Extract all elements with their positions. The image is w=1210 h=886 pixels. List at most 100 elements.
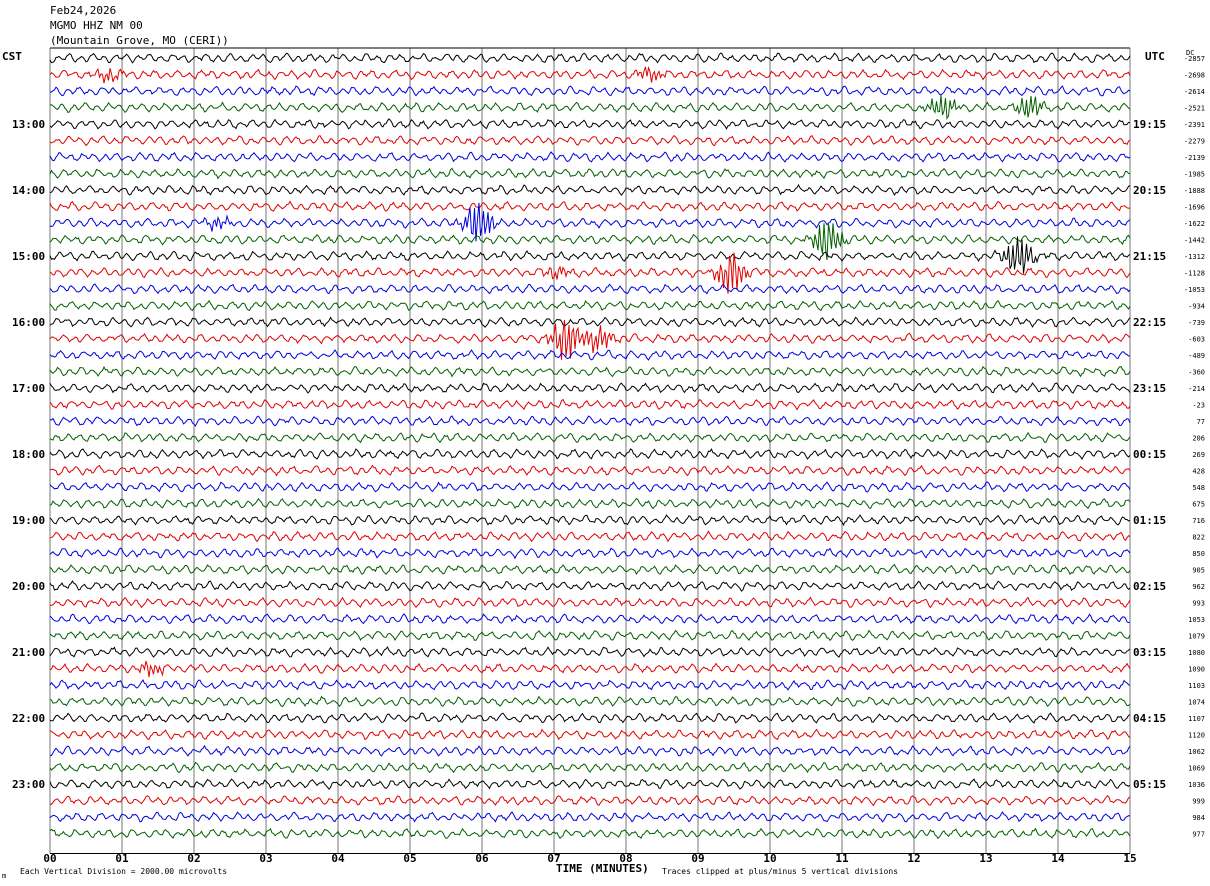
utc-hour-label: 19:15 [1133,118,1166,131]
utc-hour-label: 22:15 [1133,316,1166,329]
dc-column-header: DC [1186,49,1195,57]
dc-offset-label: 999 [1192,798,1205,806]
dc-offset-label: 1036 [1188,781,1205,789]
trace-31 [49,563,1131,576]
dc-offset-label: -2521 [1184,105,1205,113]
trace-47 [49,827,1131,840]
trace-30 [49,547,1131,560]
trace-2 [49,85,1131,97]
x-tick-label: 06 [475,852,489,865]
station-location: (Mountain Grove, MO (CERI)) [50,34,229,47]
trace-3 [49,95,1131,120]
trace-18 [49,349,1131,361]
dc-offset-label: -1696 [1184,204,1205,212]
dc-offset-label: 548 [1192,484,1205,492]
trace-13 [49,252,1131,294]
dc-offset-label: -1442 [1184,237,1205,245]
dc-offset-label: -603 [1188,336,1205,344]
dc-offset-label: -360 [1188,369,1205,377]
utc-hour-label: 20:15 [1133,184,1166,197]
x-tick-label: 05 [403,852,416,865]
dc-offset-label: 428 [1192,468,1205,476]
utc-hour-label: 01:15 [1133,514,1166,527]
dc-offset-label: 269 [1192,451,1205,459]
dc-offset-label: 1090 [1188,666,1205,674]
trace-41 [49,728,1131,741]
dc-offset-label: 850 [1192,550,1205,558]
dc-offset-label: -2698 [1184,72,1205,80]
dc-offset-label: 1079 [1188,633,1205,641]
dc-offset-label: -1888 [1184,187,1205,195]
x-tick-label: 04 [331,852,345,865]
dc-offset-label: -934 [1188,303,1205,311]
station-code: MGMO HHZ NM 00 [50,19,143,32]
trace-1 [49,66,1131,84]
trace-16 [49,316,1131,328]
trace-12 [49,236,1131,274]
trace-20 [49,382,1131,394]
cst-hour-label: 21:00 [12,646,45,659]
trace-11 [49,223,1131,261]
x-tick-label: 13 [979,852,992,865]
utc-hour-label: 05:15 [1133,778,1166,791]
dc-offset-label: 984 [1192,814,1205,822]
trace-7 [49,167,1131,180]
trace-8 [49,183,1131,196]
trace-5 [49,134,1131,147]
x-tick-label: 14 [1051,852,1065,865]
trace-46 [49,811,1131,823]
dc-offset-label: 675 [1192,501,1205,509]
seismic-traces [49,52,1131,840]
trace-22 [49,415,1131,427]
cst-hour-label: 17:00 [12,382,45,395]
utc-hour-label: 02:15 [1133,580,1166,593]
cst-hour-label: 23:00 [12,778,45,791]
dc-offset-label: -2391 [1184,121,1205,129]
dc-offset-label: -214 [1188,385,1205,393]
dc-offset-label: 77 [1197,418,1205,426]
cst-hour-label: 16:00 [12,316,45,329]
trace-9 [49,200,1131,213]
dc-offset-label: -1128 [1184,270,1205,278]
cst-hour-label: 13:00 [12,118,45,131]
trace-0 [49,52,1131,64]
left-timezone-label: CST [2,50,22,63]
dc-offset-label: -2139 [1184,154,1205,162]
trace-34 [49,613,1131,625]
trace-38 [49,679,1131,691]
dc-offset-label: -1312 [1184,253,1205,261]
x-axis-title: TIME (MINUTES) [556,862,649,875]
trace-24 [49,448,1131,460]
dc-offset-label: 1069 [1188,765,1205,773]
trace-43 [49,761,1131,774]
dc-offset-label: 206 [1192,435,1205,443]
dc-offset-label: -489 [1188,352,1205,360]
x-tick-label: 01 [115,852,129,865]
dc-offset-label: -2614 [1184,88,1205,96]
trace-28 [49,514,1131,527]
cst-hour-label: 14:00 [12,184,45,197]
trace-42 [49,744,1131,757]
x-tick-label: 03 [259,852,272,865]
trace-10 [49,202,1131,242]
record-date: Feb24,2026 [50,4,117,17]
dc-offset-label: 905 [1192,567,1205,575]
trace-4 [49,118,1130,130]
dc-offset-label: 1103 [1188,682,1205,690]
cst-hour-label: 22:00 [12,712,45,725]
dc-offset-label: -1985 [1184,171,1205,179]
dc-offset-label: -1622 [1184,220,1205,228]
trace-21 [49,398,1131,411]
utc-hour-label: 23:15 [1133,382,1166,395]
trace-29 [49,530,1131,543]
dc-offset-label: 1120 [1188,732,1205,740]
dc-offset-label: -739 [1188,319,1205,327]
dc-offset-label: -1053 [1184,286,1205,294]
x-tick-label: 00 [43,852,56,865]
trace-44 [49,778,1131,790]
trace-35 [49,629,1131,642]
x-tick-label: 07 [547,852,560,865]
trace-25 [49,464,1131,477]
utc-hour-label: 00:15 [1133,448,1166,461]
